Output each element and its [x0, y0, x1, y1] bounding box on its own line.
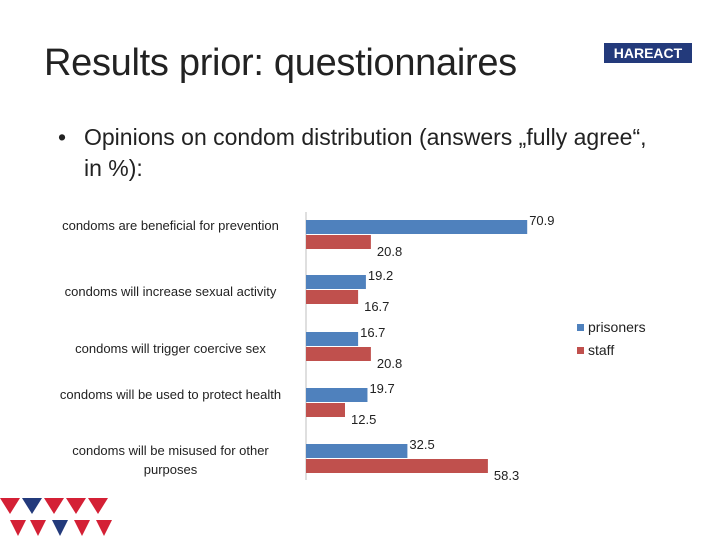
data-label-staff: 20.8: [377, 244, 402, 259]
data-label-staff: 16.7: [364, 299, 389, 314]
bar-prisoners: [306, 220, 528, 234]
data-label-prisoners: 16.7: [360, 325, 385, 340]
category-label: condoms will trigger coercive sex: [75, 341, 266, 356]
legend-label-prisoners: prisoners: [588, 319, 646, 335]
bar-prisoners: [306, 275, 366, 289]
data-label-staff: 20.8: [377, 356, 402, 371]
data-label-prisoners: 19.7: [369, 381, 394, 396]
page-title: Results prior: questionnaires: [44, 42, 517, 84]
hareact-logo: HAREACT: [604, 43, 692, 63]
chart-plot-area: 70.9 19.2 16.7 19.7 32.5 20.8 16.7 20.8 12.5 58.3…: [305, 212, 646, 483]
logo-text: HAREACT: [614, 45, 683, 61]
hareact-logo-graphic: HAREACT: [604, 43, 692, 63]
category-label: condoms will be misused for other purpos…: [72, 443, 269, 477]
corner-triangles-decoration: [0, 498, 112, 536]
data-label-staff: 12.5: [351, 412, 376, 427]
data-label-staff: 58.3: [494, 468, 519, 483]
bullet-point: • Opinions on condom distribution (answe…: [58, 122, 668, 184]
data-label-prisoners: 70.9: [529, 213, 554, 228]
bar-chart: condoms are beneficial for prevention co…: [0, 190, 720, 495]
bar-staff: [306, 403, 345, 417]
bar-prisoners: [306, 444, 408, 458]
bullet-text: Opinions on condom distribution (answers…: [84, 124, 647, 181]
bar-staff: [306, 347, 371, 361]
category-label: condoms are beneficial for prevention: [62, 218, 279, 233]
bar-prisoners: [306, 388, 368, 402]
bar-staff: [306, 235, 371, 249]
bar-staff: [306, 290, 359, 304]
data-label-prisoners: 19.2: [368, 268, 393, 283]
bar-staff: [306, 459, 488, 473]
legend-label-staff: staff: [588, 342, 614, 358]
data-label-prisoners: 32.5: [409, 437, 434, 452]
legend-swatch-staff: [577, 347, 584, 354]
legend-swatch-prisoners: [577, 324, 584, 331]
category-label: condoms will be used to protect health: [59, 387, 282, 402]
category-label: condoms will increase sexual activity: [64, 284, 277, 299]
bullet-marker: •: [58, 124, 67, 150]
bar-prisoners: [306, 332, 359, 346]
